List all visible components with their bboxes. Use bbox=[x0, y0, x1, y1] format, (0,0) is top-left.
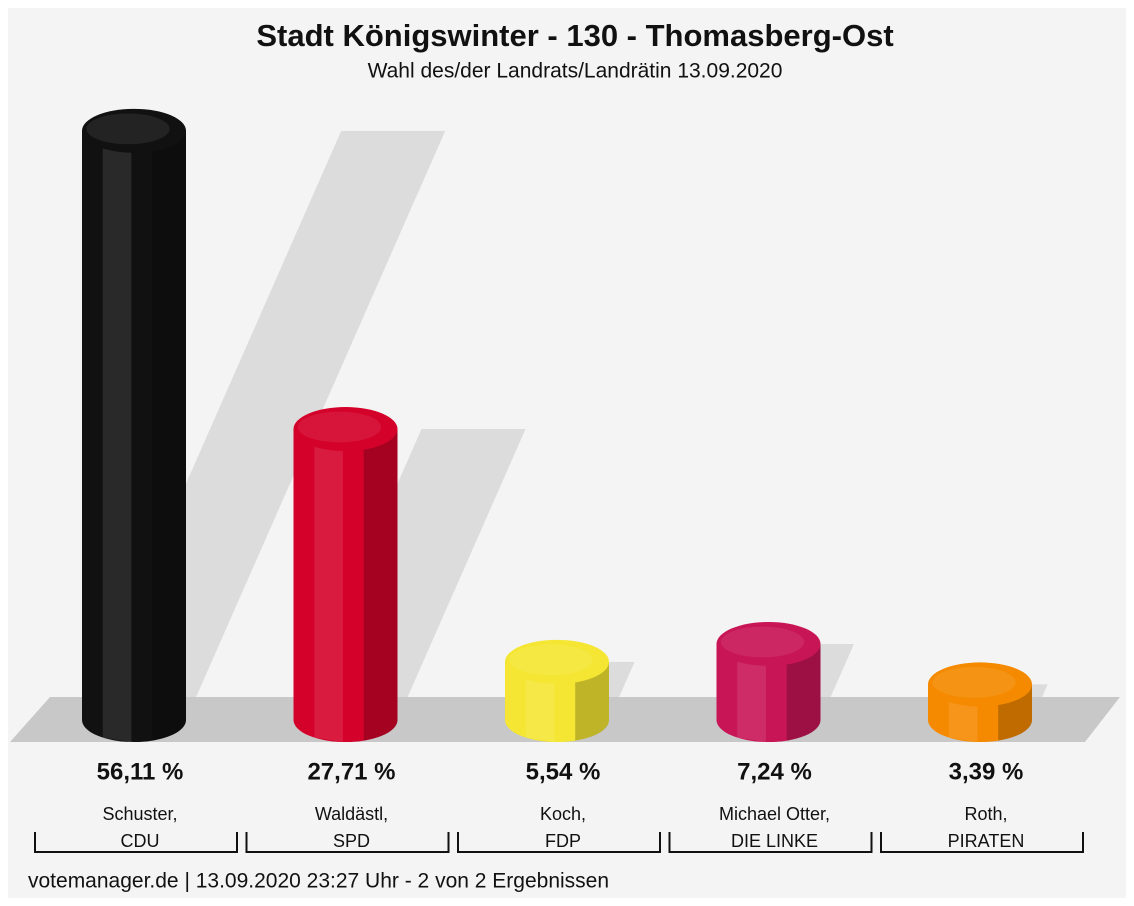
bar bbox=[716, 621, 821, 742]
category-label: PIRATEN bbox=[948, 831, 1025, 851]
bar-body bbox=[293, 429, 398, 742]
category-label: Schuster, bbox=[102, 804, 177, 824]
bar-light bbox=[314, 429, 343, 742]
bar-light bbox=[102, 130, 132, 743]
category-label: Koch, bbox=[540, 804, 586, 824]
value-label: 5,54 % bbox=[526, 758, 601, 785]
bar bbox=[293, 407, 398, 742]
bar-top bbox=[293, 407, 398, 452]
chart-subtitle: Wahl des/der Landrats/Landrätin 13.09.20… bbox=[368, 60, 783, 83]
bar-top bbox=[505, 639, 609, 684]
bar-light bbox=[737, 643, 766, 742]
chart-title: Stadt Königswinter - 130 - Thomasberg-Os… bbox=[256, 18, 893, 53]
value-label: 27,71 % bbox=[307, 758, 395, 785]
bar-top bbox=[716, 621, 821, 666]
value-label: 3,39 % bbox=[949, 758, 1024, 785]
bar-body bbox=[505, 661, 609, 742]
bar-shade bbox=[363, 429, 398, 741]
category-label: SPD bbox=[333, 831, 370, 851]
bar-top-shine bbox=[720, 626, 805, 658]
bar-shade bbox=[575, 661, 610, 741]
background bbox=[8, 8, 1126, 898]
bar bbox=[82, 108, 187, 743]
category-label: DIE LINKE bbox=[731, 831, 818, 851]
footer: votemanager.de | 13.09.2020 23:27 Uhr - … bbox=[28, 870, 609, 893]
category-label: Waldästl, bbox=[315, 804, 388, 824]
bar-body bbox=[716, 643, 821, 742]
bar-top bbox=[82, 108, 186, 153]
category-bracket bbox=[668, 832, 873, 853]
category-label: FDP bbox=[545, 831, 581, 851]
category-label: CDU bbox=[121, 831, 160, 851]
bar-top-shine bbox=[86, 113, 170, 145]
bar-shade bbox=[152, 130, 187, 741]
bar-top-shine bbox=[932, 667, 1016, 698]
category-bracket bbox=[34, 832, 238, 853]
category-bracket bbox=[245, 832, 450, 853]
bar bbox=[928, 662, 1033, 742]
value-label: 7,24 % bbox=[737, 758, 812, 785]
bar-top bbox=[928, 662, 1032, 707]
value-label: 56,11 % bbox=[97, 758, 184, 785]
bar-shade bbox=[786, 643, 821, 741]
bar bbox=[505, 639, 610, 742]
category-label: Roth, bbox=[964, 804, 1007, 824]
bar-top-shine bbox=[509, 644, 593, 676]
bar-top-shine bbox=[297, 411, 382, 443]
category-bracket bbox=[880, 832, 1084, 853]
category-bracket bbox=[457, 832, 661, 853]
bar-body bbox=[82, 130, 186, 743]
category-label: Michael Otter, bbox=[719, 804, 830, 824]
